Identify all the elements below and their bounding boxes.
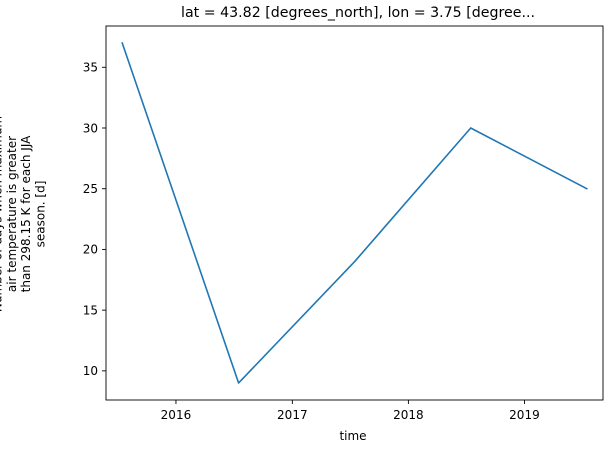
x-axis-label: time (339, 429, 366, 443)
x-tick-label-2016: 2016 (161, 408, 192, 422)
x-tick-label-2018: 2018 (393, 408, 424, 422)
chart-title: lat = 43.82 [degrees_north], lon = 3.75 … (181, 5, 535, 21)
y-tick-label-25: 25 (83, 182, 98, 196)
y-tick-label-30: 30 (83, 121, 98, 135)
series-line-0 (121, 41, 588, 384)
y-axis-label-line-3: season. [d] (33, 181, 47, 248)
y-tick-label-35: 35 (83, 61, 98, 75)
y-tick-label-15: 15 (83, 303, 98, 317)
x-tick-label-2019: 2019 (509, 408, 540, 422)
plot-frame (105, 25, 604, 401)
y-axis-label-line-2: than 298.15 K for each JJA (19, 135, 33, 293)
y-axis-label: Number of days when maximumair temperatu… (0, 116, 47, 312)
axes: 2016 2017 2018 2019 10 15 20 25 30 35 (83, 25, 604, 422)
x-tick-label-2017: 2017 (277, 408, 308, 422)
y-axis-label-line-1: air temperature is greater (5, 136, 19, 292)
y-axis-label-line-0: Number of days when maximum (0, 116, 5, 312)
y-tick-label-10: 10 (83, 364, 98, 378)
y-tick-label-20: 20 (83, 243, 98, 257)
